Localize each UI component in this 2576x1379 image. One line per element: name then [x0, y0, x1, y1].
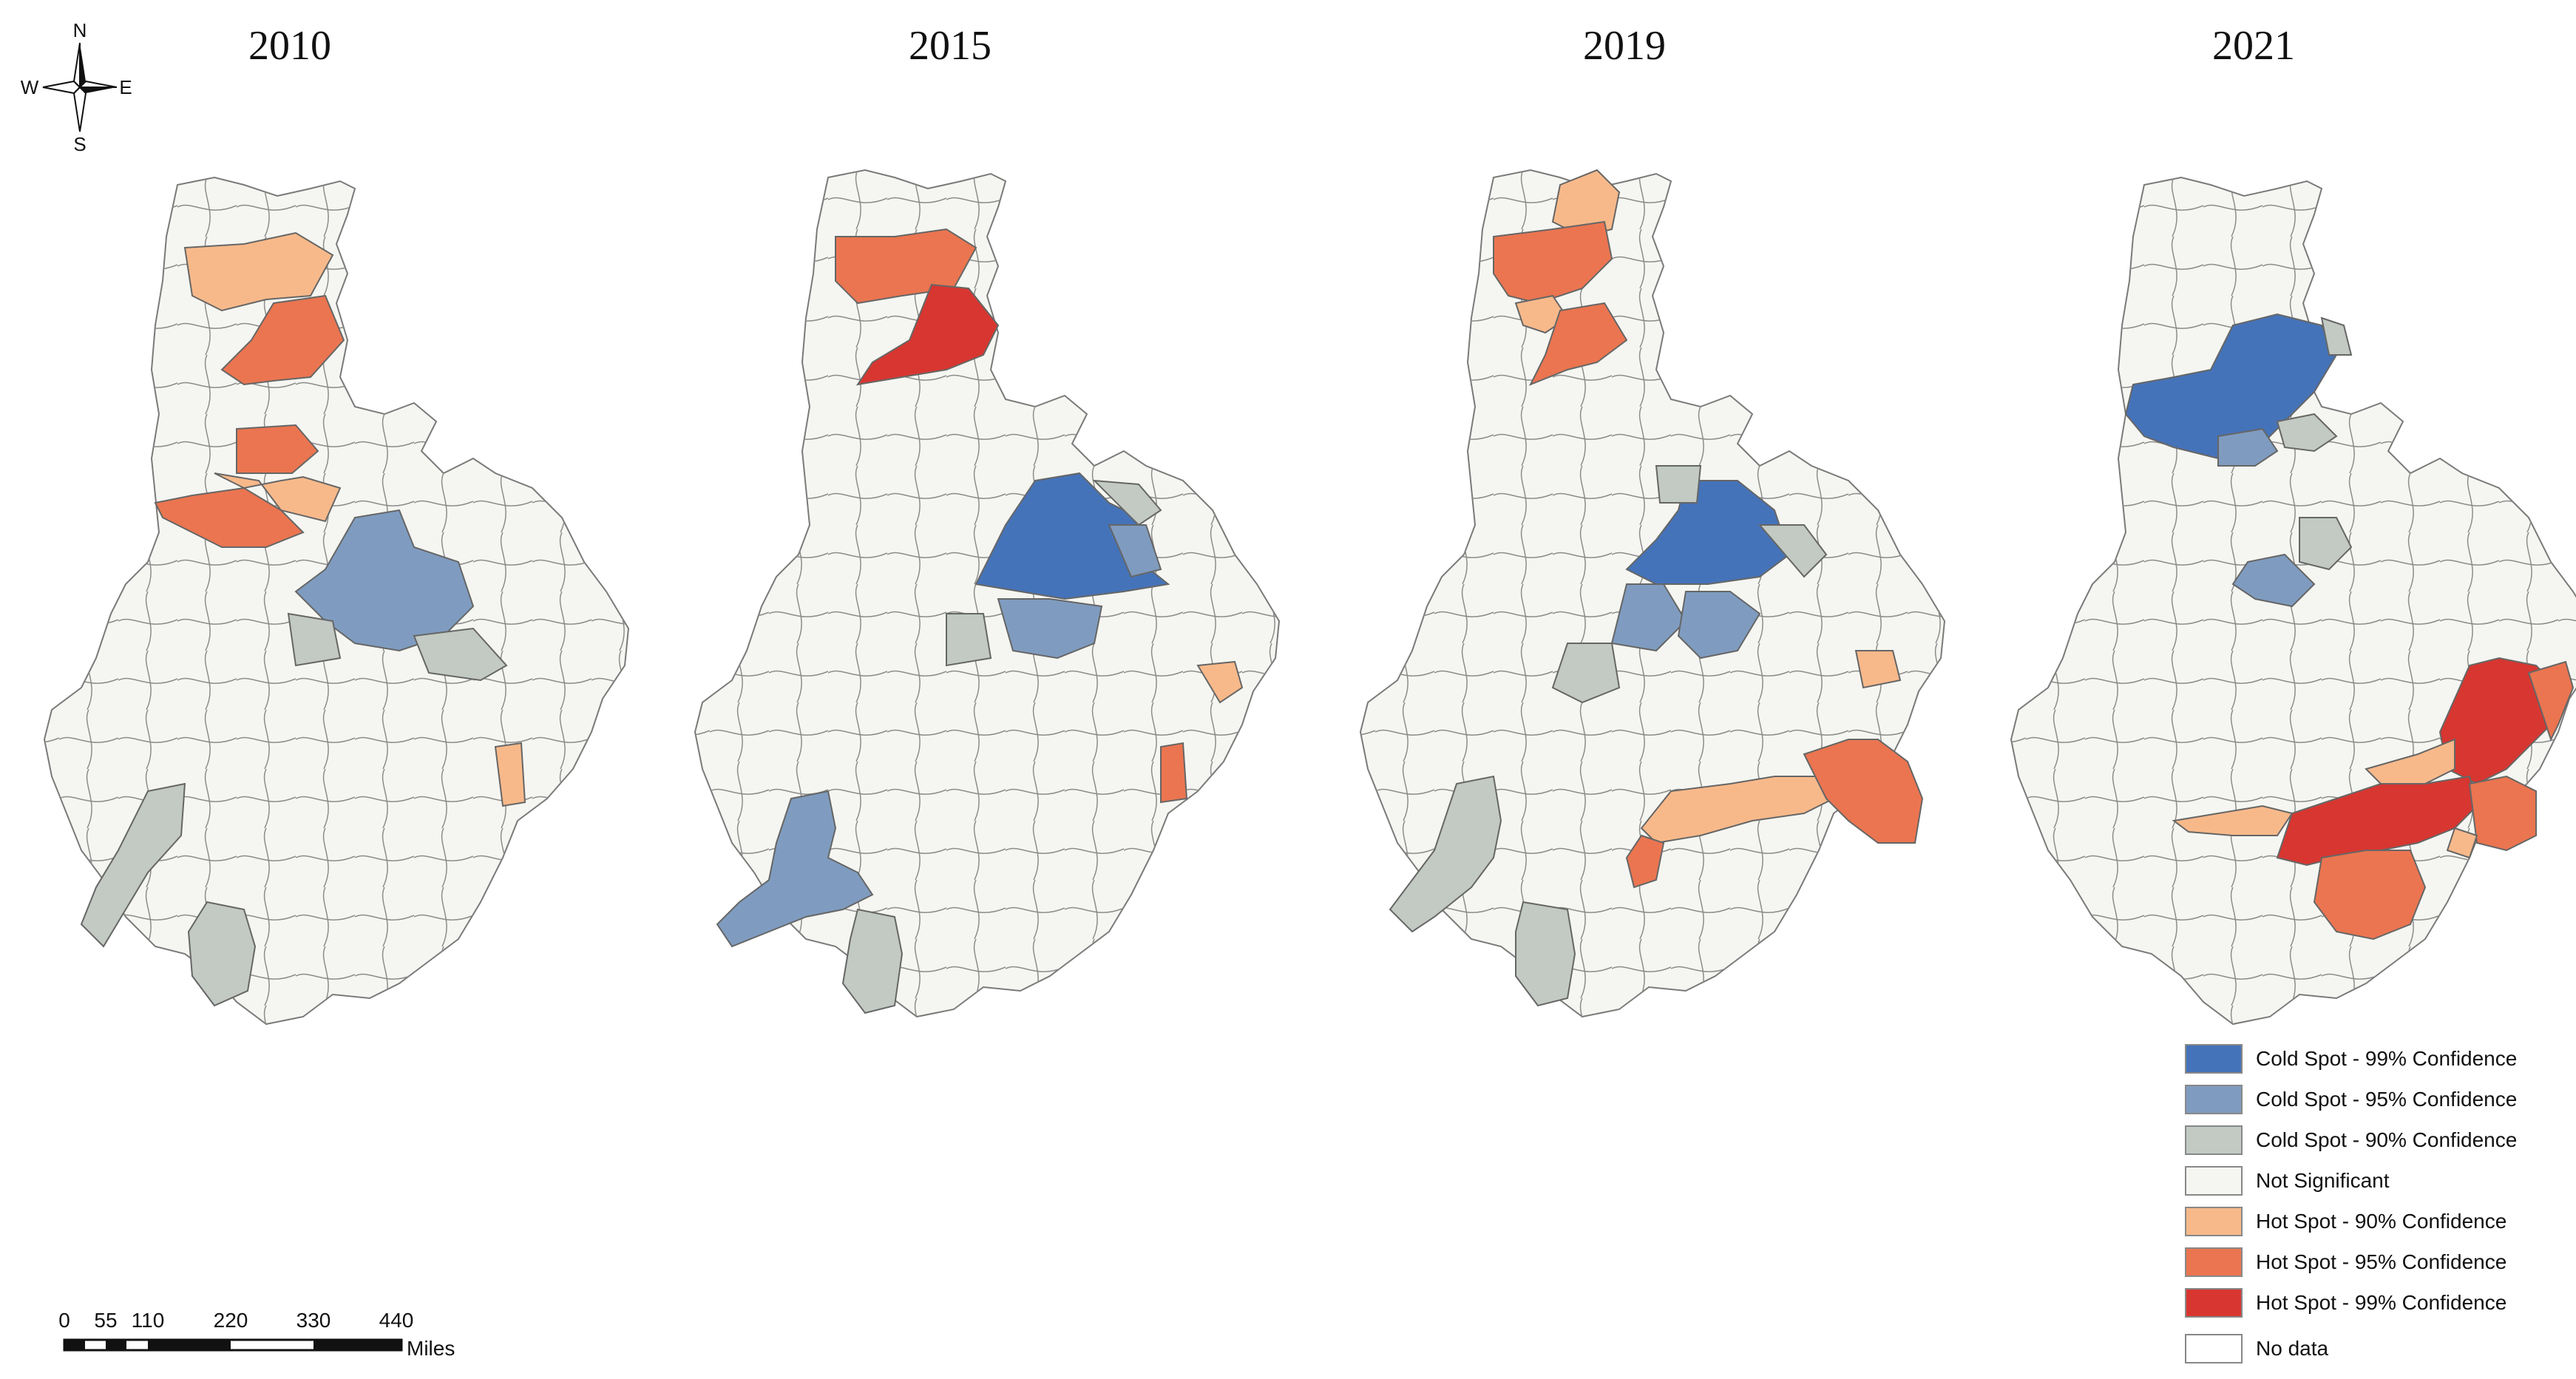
legend-item-cold-99: Cold Spot - 99% Confidence: [2185, 1044, 2569, 1075]
region-hot-90: [1196, 660, 1244, 704]
legend-label: Hot Spot - 99% Confidence: [2256, 1291, 2507, 1314]
region-cold-90: [2299, 517, 2353, 571]
compass-south-label: S: [73, 133, 86, 154]
legend-swatch: [2185, 1166, 2243, 1196]
legend-label: No data: [2256, 1337, 2329, 1360]
map-panel-2015: [694, 169, 1280, 1017]
scale-tick-label: 330: [296, 1309, 331, 1332]
region-hot-95: [1160, 742, 1188, 804]
region-cold-90: [413, 627, 508, 682]
region-cold-95: [997, 598, 1103, 660]
region-cold-90: [1389, 775, 1502, 933]
region-hot-95: [1493, 220, 1613, 305]
region-cold-95: [1108, 524, 1162, 578]
compass-west-label: W: [21, 76, 39, 98]
legend-label: Cold Spot - 95% Confidence: [2256, 1088, 2518, 1111]
region-cold-99: [1625, 480, 1791, 585]
legend-swatch: [2185, 1247, 2243, 1277]
region-hot-95: [1528, 302, 1628, 386]
legend-swatch: [2185, 1085, 2243, 1114]
legend-label: Hot Spot - 90% Confidence: [2256, 1210, 2507, 1233]
region-hot-95: [2527, 660, 2575, 742]
region-cold-90: [1655, 465, 1702, 504]
legend-swatch: [2185, 1207, 2243, 1236]
region-cold-95: [2217, 427, 2279, 467]
scale-bar-graphic: [63, 1338, 403, 1352]
legend-item-no-data: No data: [2185, 1334, 2569, 1365]
scale-tick-label: 55: [94, 1309, 118, 1332]
compass-north-label: N: [73, 21, 87, 41]
region-hot-95: [154, 487, 305, 548]
legend-swatch: [2185, 1334, 2243, 1363]
region-hot-90: [1854, 650, 1902, 689]
region-hot-99: [855, 283, 1000, 386]
region-hot-90: [183, 231, 334, 312]
region-hot-90: [494, 742, 526, 807]
region-cold-90: [2320, 316, 2353, 356]
region-hot-90: [1640, 776, 1835, 844]
legend-item-cold-95: Cold Spot - 95% Confidence: [2185, 1085, 2569, 1116]
region-cold-90: [80, 782, 186, 948]
legend-label: Hot Spot - 95% Confidence: [2256, 1250, 2507, 1273]
legend-swatch: [2185, 1044, 2243, 1074]
region-cold-90: [1758, 524, 1828, 578]
region-hot-90: [1551, 169, 1621, 238]
region-hot-95: [236, 424, 319, 474]
scale-tick-label: 440: [379, 1309, 414, 1332]
scale-unit-label: Miles: [407, 1337, 455, 1360]
panel-title-2019: 2019: [1583, 23, 1666, 69]
panel-title-2021: 2021: [2212, 23, 2295, 69]
panel-title-2010: 2010: [248, 23, 331, 69]
region-hot-90: [2172, 804, 2294, 836]
region-cold-99: [975, 472, 1170, 600]
region-cold-90: [287, 612, 342, 667]
region-cold-90: [1551, 643, 1621, 704]
scale-tick-label: 110: [131, 1309, 165, 1332]
region-hot-95: [2468, 775, 2537, 852]
region-cold-90: [841, 908, 904, 1014]
map-panel-2019: [1360, 169, 1945, 1017]
north-arrow-compass-icon: N S E W: [21, 21, 132, 154]
legend-item-not-significant: Not Significant: [2185, 1166, 2569, 1197]
region-hot-95: [220, 294, 345, 386]
legend-label: Not Significant: [2256, 1169, 2390, 1192]
map-panel-2010: [44, 177, 629, 1025]
compass-east-label: E: [119, 76, 132, 98]
legend-item-hot-90: Hot Spot - 90% Confidence: [2185, 1207, 2569, 1238]
legend-item-hot-95: Hot Spot - 95% Confidence: [2185, 1247, 2569, 1278]
scale-tick-label: 220: [213, 1309, 248, 1332]
legend-label: Cold Spot - 99% Confidence: [2256, 1047, 2518, 1070]
region-hot-95: [2313, 850, 2427, 941]
region-cold-90: [187, 901, 257, 1007]
region-hot-90: [2446, 827, 2478, 859]
region-hot-90: [214, 472, 342, 523]
region-cold-90: [946, 613, 992, 667]
region-hot-95: [1625, 834, 1665, 889]
region-cold-95: [1677, 591, 1761, 660]
legend-swatch: [2185, 1125, 2243, 1155]
panel-title-2015: 2015: [909, 23, 992, 69]
map-panel-2021: [2010, 177, 2576, 1025]
region-hot-95: [1803, 739, 1924, 844]
region-cold-95: [2231, 553, 2316, 608]
legend-swatch: [2185, 1288, 2243, 1318]
scale-tick-label: 0: [58, 1309, 70, 1332]
legend-item-hot-99: Hot Spot - 99% Confidence: [2185, 1288, 2569, 1319]
legend-item-cold-90: Cold Spot - 90% Confidence: [2185, 1125, 2569, 1156]
region-cold-95: [716, 790, 874, 948]
legend-label: Cold Spot - 90% Confidence: [2256, 1128, 2518, 1151]
region-cold-90: [2276, 413, 2338, 453]
region-cold-90: [1515, 901, 1576, 1007]
region-cold-95: [1610, 583, 1687, 652]
region-cold-90: [1092, 479, 1162, 526]
